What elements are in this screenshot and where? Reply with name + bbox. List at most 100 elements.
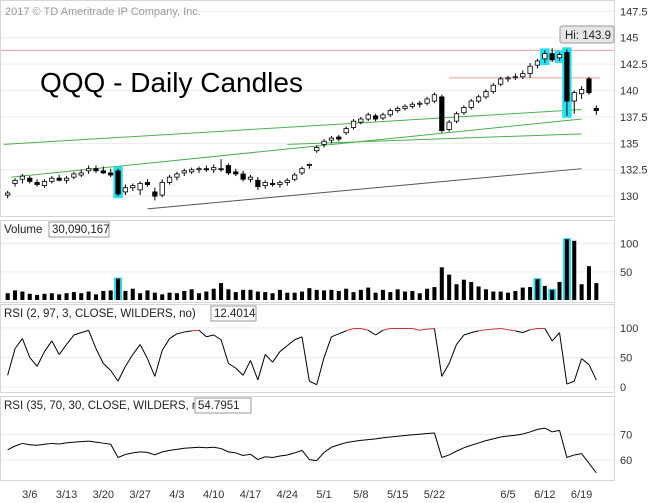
candle-up [41,180,48,186]
rsi2-segment [7,348,16,376]
rsi35-segment [463,444,472,449]
rsi35-segment [147,451,156,456]
candle-down [269,183,276,185]
rsi35-segment [294,449,303,454]
rsi2-segment [147,358,156,377]
candle-up [512,76,518,79]
rsi2-segment [441,363,450,377]
rsi2-segment [176,331,185,335]
price-tick-label: 135 [620,138,638,150]
volume-bar [123,290,128,300]
hi-marker: Hi: 143.9 [559,25,615,44]
rsi2-segment [559,332,568,385]
rsi2-segment [264,354,273,363]
rsi2-segment [73,332,82,336]
rsi35-segment [88,440,97,443]
rsi2-segment [530,328,538,331]
candle-up [520,73,526,78]
rsi2-segment [206,334,214,338]
rsi35-tick-label: 60 [620,455,632,467]
rsi2-segment [478,329,487,332]
price-panel: 130 132.5 135 137.5 140 142.5 145 147.5 2017 © … [0,0,648,217]
volume-bar [594,283,599,300]
rsi2-y-axis: 0 50 100 [620,323,638,394]
volume-bar [476,286,481,300]
rsi2-segment [191,329,200,332]
rsi35-segment [184,447,192,449]
rsi35-gridlines [1,433,614,461]
rsi2-readout: 12.4014 [214,308,256,320]
volume-bar [520,287,525,300]
volume-bar [410,290,415,300]
rsi2-panel-frame [0,304,615,393]
rsi35-segment [346,440,354,444]
rsi2-segment [323,336,332,358]
rsi2-segment [360,328,369,331]
rsi35-line [7,427,597,474]
volume-bar [20,291,25,300]
candle-up [475,96,482,102]
rsi35-segment [169,448,177,451]
volume-bar [86,291,91,300]
rsi35-segment [404,434,413,437]
rsi35-segment [301,450,310,460]
candle-down [100,170,106,174]
price-tick-label: 130 [620,191,638,203]
volume-bar [373,292,378,300]
candle-down [115,170,121,195]
volume-bar [196,293,202,300]
volume-bar [79,293,84,300]
candle-up [321,140,327,145]
rsi2-segment [139,344,148,359]
volume-tick-label: 100 [620,239,638,251]
volume-bar [329,289,334,300]
candle-down [336,136,342,140]
candle-up [343,128,349,134]
rsi35-segment [176,447,185,450]
candle-up [453,113,460,122]
date-tick-label: 3/20 [93,489,114,501]
copyright-text: 2017 © TD Ameritrade IP Company, Inc. [5,6,201,18]
price-reference-lines [1,49,614,210]
volume-bar [130,288,135,300]
rsi35-segment [375,437,384,440]
candle-up [505,77,511,80]
date-tick-label: 5/15 [387,489,408,501]
volume-bar [35,294,40,300]
rsi2-segment [485,328,494,331]
candle-up [490,84,496,92]
rsi35-segment [95,441,104,444]
candle-up [527,65,533,75]
rsi2-segment [21,338,31,358]
rsi2-segment [581,358,590,365]
volume-bar [535,279,540,300]
rsi2-segment [235,367,244,376]
rsi2-segment [220,339,229,364]
volume-bar [152,292,157,300]
hi-label: Hi: 143.9 [565,30,611,42]
rsi35-segment [235,452,244,456]
volume-bar [116,278,121,300]
candle-up [49,177,55,182]
rsi2-segment [448,344,457,364]
rsi35-segment [331,444,339,448]
volume-bar [425,288,430,300]
volume-bar [358,289,363,300]
rsi35-segment [125,452,133,455]
date-tick-label: 4/3 [169,489,184,501]
volume-bar [550,289,555,300]
volume-y-axis: 50 100 [620,239,638,279]
rsi35-segment [559,430,568,458]
rsi35-segment [81,440,89,443]
volume-bar [49,293,54,300]
rsi35-segment [154,451,163,456]
rsi2-gridlines [1,327,614,388]
rsi2-segment [433,328,443,377]
rsi35-segment [566,454,575,458]
volume-bar [557,281,562,300]
rsi35-segment [44,442,52,445]
rsi35-segment [544,427,553,433]
rsi2-panel: 0 50 100 RSI (2, 97, 3, CLOSE, WILDERS, no… [0,304,638,394]
rsi2-segment [551,332,560,342]
rsi2-segment [463,332,472,336]
